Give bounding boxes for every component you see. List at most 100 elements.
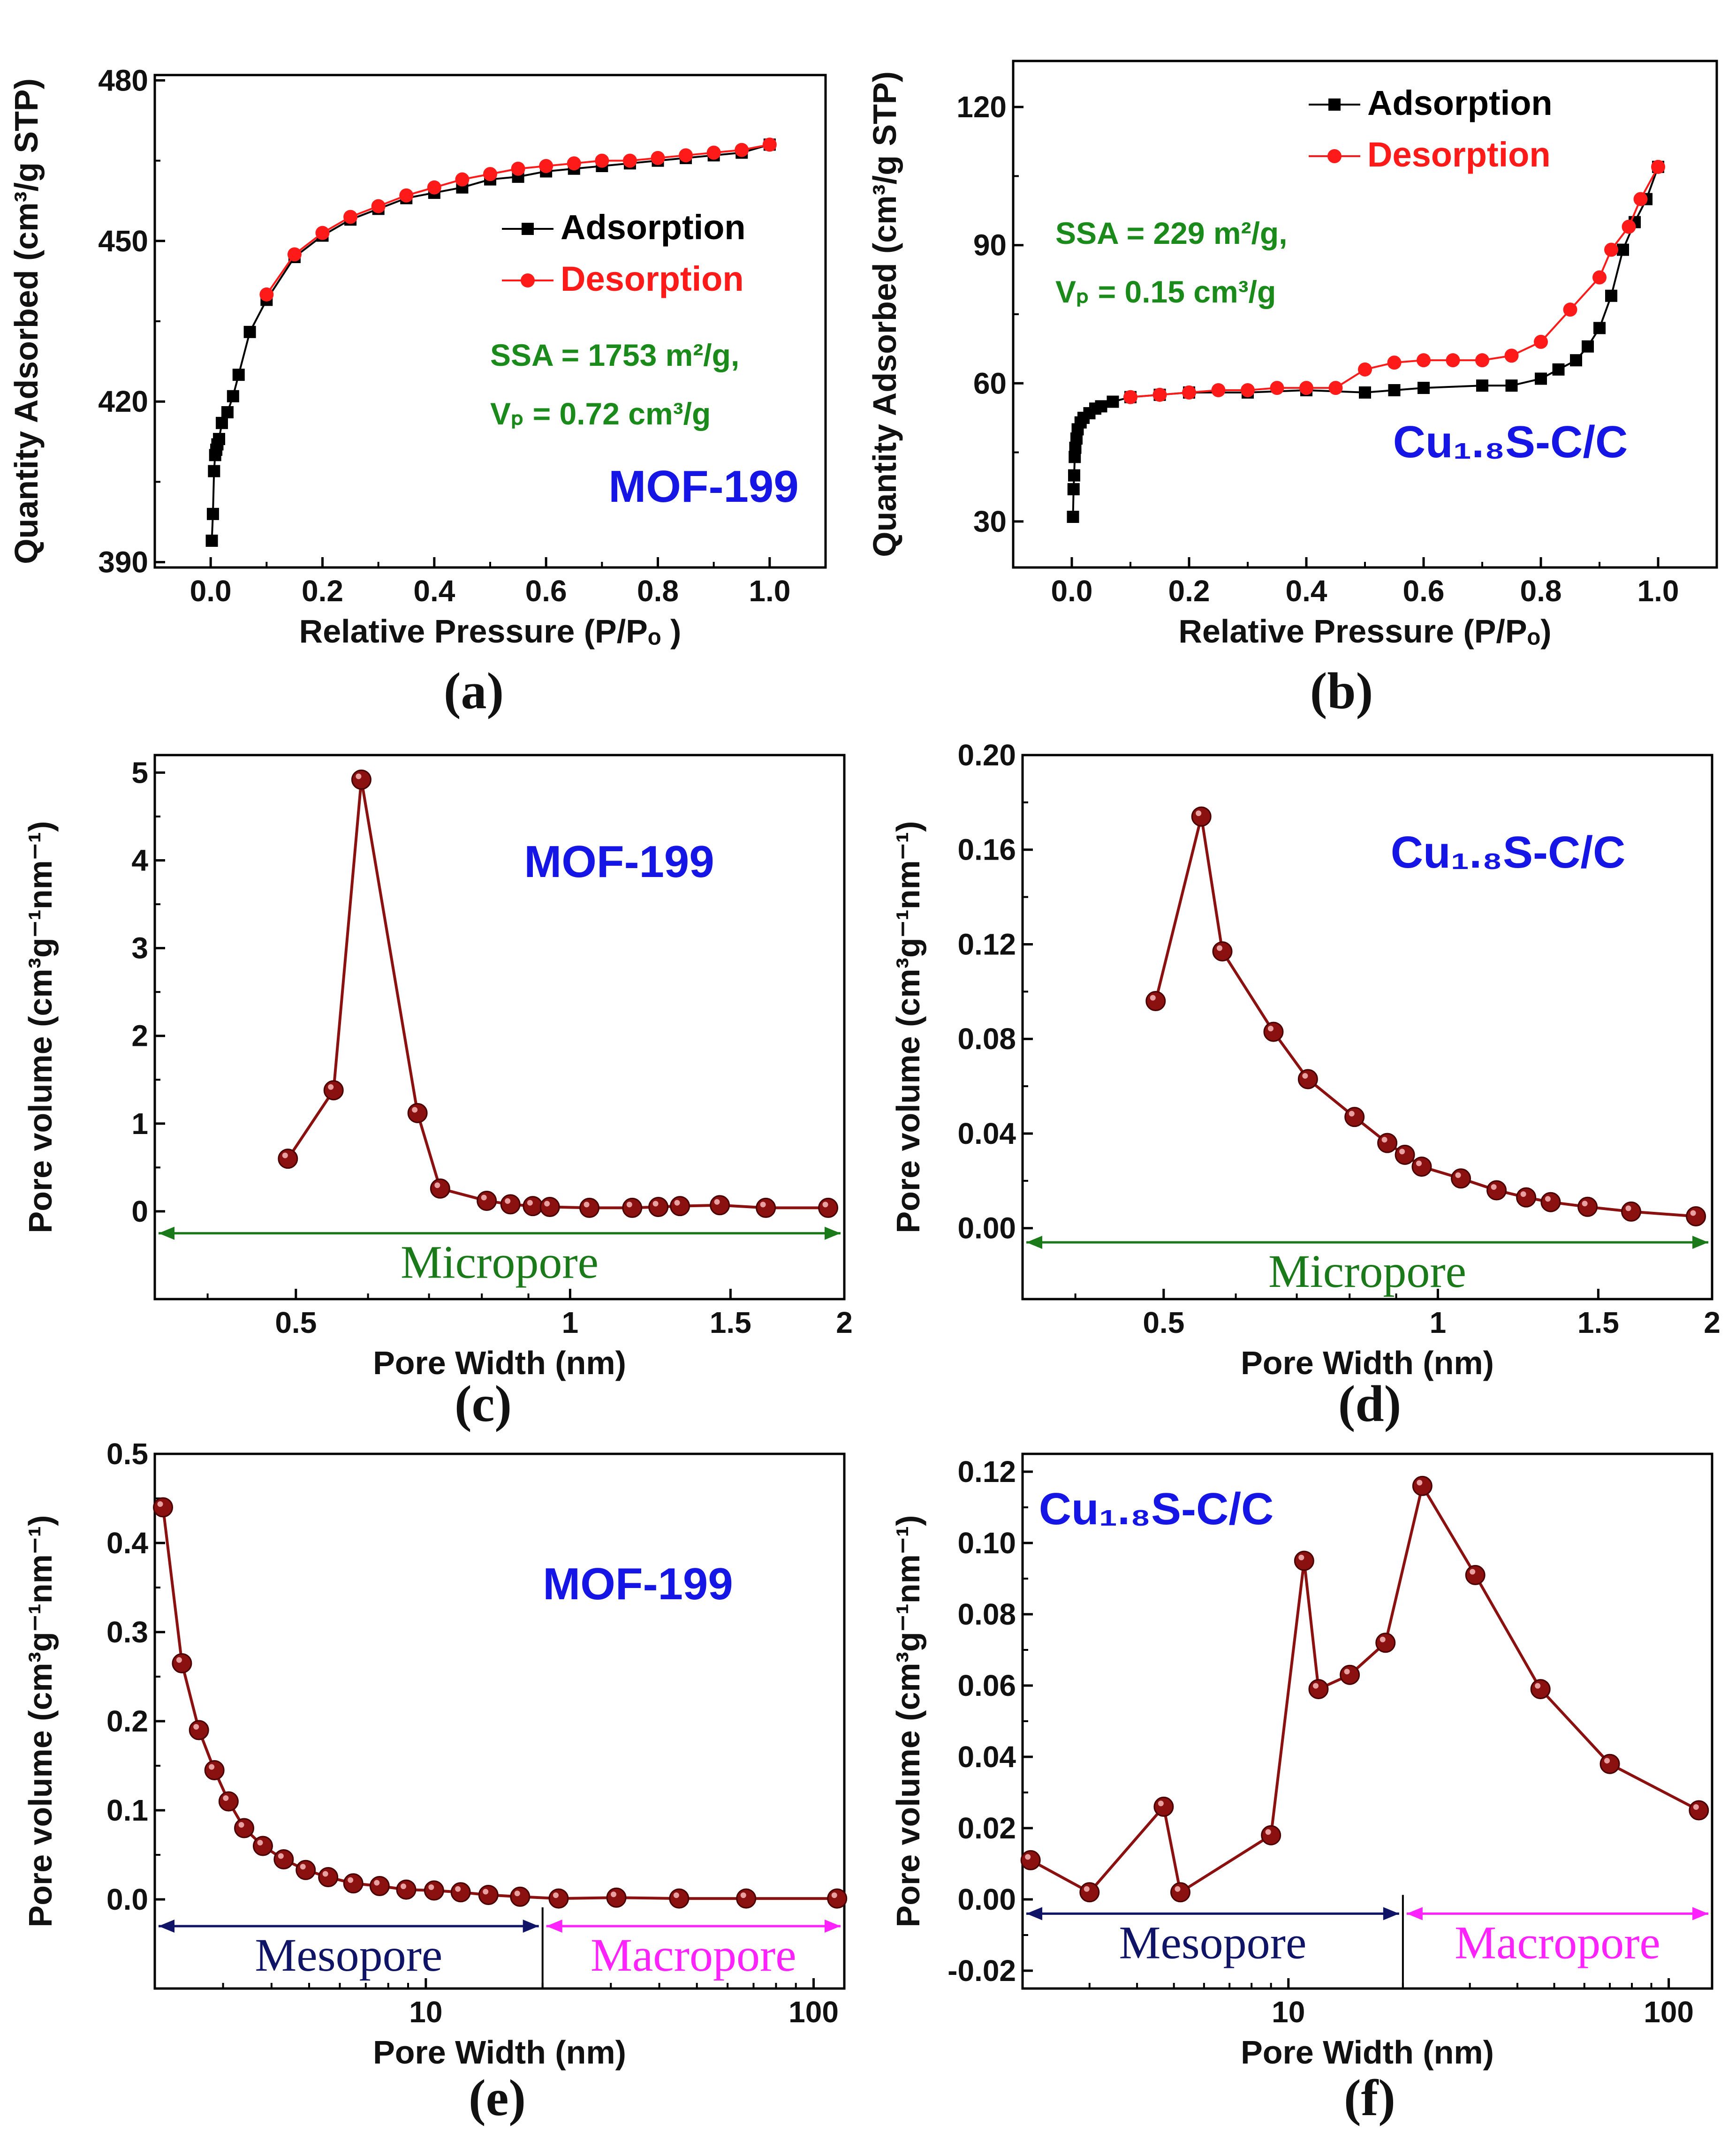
data-point-highlight <box>1455 1172 1461 1178</box>
data-point-highlight <box>1470 1569 1476 1575</box>
data-point <box>287 247 302 262</box>
data-point <box>622 153 637 168</box>
y-tick-label: 0 <box>131 1195 148 1228</box>
data-point <box>259 287 274 302</box>
data-point <box>1067 483 1080 496</box>
data-point <box>455 172 470 187</box>
y-tick-label: 0.08 <box>957 1022 1016 1056</box>
data-point-highlight <box>514 1890 520 1897</box>
y-tick-label: 390 <box>98 545 148 579</box>
panel-label: (d) <box>1338 1375 1401 1432</box>
region-arrow-head-left <box>1406 1907 1423 1921</box>
data-point-highlight <box>401 1883 407 1890</box>
chart-panel-5: 0.0 0.1 0.2 0.3 0.4 0.5 10 100 Pore Width (nm) Po… <box>22 1437 848 2126</box>
data-point <box>315 226 330 240</box>
y-tick-label: 0.10 <box>957 1526 1016 1560</box>
data-point <box>424 1880 444 1901</box>
data-point <box>648 1197 669 1217</box>
data-point <box>1170 1882 1190 1903</box>
chart-panel-4: 0.00 0.04 0.08 0.12 0.16 0.20 0.5 1 1.5 2 Pore Wid… <box>890 738 1721 1432</box>
x-tick-label: 0.5 <box>275 1306 317 1339</box>
sample-name: MOF-199 <box>608 461 798 512</box>
region-arrow-head-left <box>159 1920 174 1933</box>
data-point <box>1475 353 1489 368</box>
x-axis-title: Pore Width (nm) <box>1241 2034 1494 2071</box>
data-point-highlight <box>434 1182 440 1188</box>
region-arrow-head-right <box>1383 1907 1399 1921</box>
data-point <box>1600 1754 1620 1774</box>
data-point <box>1417 353 1431 368</box>
annotation-text: SSA = 1753 m²/g, <box>490 338 739 372</box>
data-point-highlight <box>1604 1758 1610 1764</box>
chart-panel-2: 30 60 90 120 0.0 0.2 0.4 0.6 0.8 1.0 Relative Pres… <box>866 60 1718 719</box>
plot-frame <box>153 754 846 1301</box>
plot-frame <box>1021 754 1713 1301</box>
data-point <box>756 1197 776 1218</box>
x-tick-label: 2 <box>836 1306 853 1339</box>
data-point <box>427 180 441 195</box>
y-tick-label: 5 <box>131 756 148 789</box>
series-line-pore-volume <box>161 1507 837 1900</box>
series-line-pore-volume <box>1030 1482 1700 1895</box>
y-tick-label: 120 <box>956 90 1007 124</box>
x-tick-label: 0.5 <box>1143 1306 1184 1339</box>
data-point <box>1486 1180 1507 1201</box>
data-point <box>189 1720 209 1740</box>
data-point-highlight <box>348 1877 354 1883</box>
data-point-highlight <box>1380 1636 1386 1642</box>
data-point-highlight <box>322 1871 328 1877</box>
y-tick-label: 0.12 <box>957 1455 1016 1489</box>
legend-label: Adsorption <box>1367 83 1553 122</box>
data-point <box>1212 941 1233 962</box>
data-point <box>1211 383 1226 397</box>
data-point-highlight <box>1381 1137 1387 1143</box>
y-tick-label: 4 <box>131 844 148 877</box>
data-point-highlight <box>1520 1191 1526 1197</box>
data-point-highlight <box>1399 1149 1405 1155</box>
data-point <box>172 1653 192 1673</box>
data-point <box>679 148 693 163</box>
x-tick-label: 1.5 <box>710 1306 751 1339</box>
data-point-highlight <box>1298 1555 1304 1560</box>
data-point-highlight <box>356 773 362 779</box>
data-point-highlight <box>527 1200 533 1206</box>
annotation-text: Vₚ = 0.15 cm³/g <box>1055 274 1276 309</box>
region-label: Micropore <box>1268 1245 1466 1297</box>
data-point <box>221 406 234 419</box>
x-tick-label: 0.4 <box>1286 574 1327 608</box>
data-point-highlight <box>176 1657 182 1663</box>
data-point <box>343 210 358 224</box>
region-label: Macropore <box>591 1929 796 1981</box>
y-tick-label: 0.3 <box>106 1615 148 1649</box>
data-point <box>1516 1187 1537 1208</box>
data-point <box>567 156 581 171</box>
data-point <box>1476 379 1488 392</box>
region-arrow-head-right <box>523 1920 539 1933</box>
legend-marker <box>1327 149 1342 163</box>
data-point <box>1340 1664 1360 1685</box>
sample-name: Cu₁.₈S-C/C <box>1393 417 1628 467</box>
data-point-highlight <box>481 1195 487 1201</box>
data-point <box>450 1882 471 1903</box>
y-axis-title: Quantity Adsorbed (cm³/g STP) <box>866 71 903 557</box>
data-point <box>369 1876 390 1896</box>
data-point <box>1593 322 1606 334</box>
data-point <box>477 1190 497 1211</box>
data-point <box>1328 381 1343 395</box>
data-point-highlight <box>374 1880 380 1886</box>
data-point <box>1651 159 1665 174</box>
data-point <box>204 1760 225 1780</box>
data-point-highlight <box>1416 1160 1422 1166</box>
data-point <box>296 1860 316 1880</box>
data-point <box>1505 379 1518 392</box>
data-point <box>208 465 220 477</box>
data-point-highlight <box>328 1084 334 1090</box>
data-point-highlight <box>278 1853 284 1859</box>
data-point <box>351 769 371 790</box>
data-point-highlight <box>300 1864 306 1870</box>
data-point-highlight <box>652 1201 659 1207</box>
x-tick-label: 1.0 <box>749 574 790 608</box>
y-tick-label: 0.08 <box>957 1597 1016 1631</box>
data-point <box>669 1888 690 1909</box>
y-tick-label: 3 <box>131 931 148 965</box>
